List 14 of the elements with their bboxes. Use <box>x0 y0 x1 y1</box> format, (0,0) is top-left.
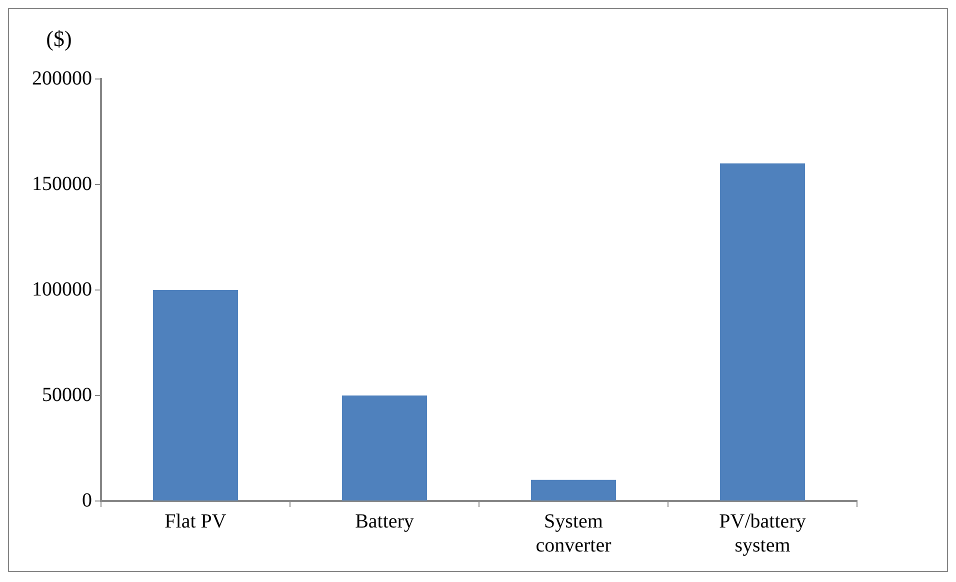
y-tick-label: 200000 <box>32 67 92 90</box>
x-tick-label: System converter <box>536 510 612 556</box>
y-tick-label: 50000 <box>42 384 92 406</box>
bar <box>152 290 238 500</box>
bar <box>530 480 616 500</box>
bar <box>342 396 428 500</box>
x-tick-label: PV/battery system <box>719 510 806 556</box>
bar <box>720 163 806 500</box>
x-tick-label: Flat PV <box>164 510 227 532</box>
y-tick-label: 150000 <box>32 172 92 195</box>
y-axis-title: ($) <box>46 26 72 51</box>
x-tick-label: Battery <box>355 510 414 532</box>
y-tick-label: 0 <box>82 489 92 512</box>
y-tick-label: 100000 <box>32 278 92 300</box>
